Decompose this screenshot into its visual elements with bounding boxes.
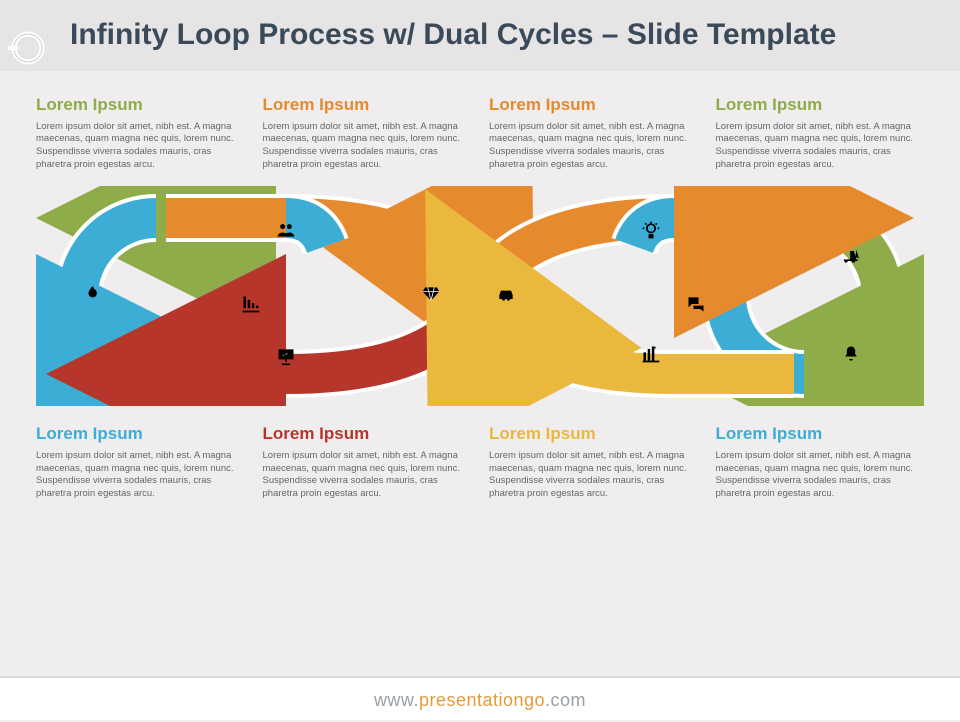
infinity-loop-diagram <box>36 186 924 406</box>
label-heading: Lorem Ipsum <box>716 95 925 115</box>
label-body: Lorem ipsum dolor sit amet, nibh est. A … <box>263 121 472 172</box>
label-heading: Lorem Ipsum <box>489 424 698 444</box>
slide-header: Infinity Loop Process w/ Dual Cycles – S… <box>0 0 960 71</box>
forklift-icon <box>840 245 862 267</box>
flame-icon <box>80 283 102 305</box>
chat-icon <box>685 293 707 315</box>
header-ring-icon <box>8 28 48 68</box>
label-cell: Lorem Ipsum Lorem ipsum dolor sit amet, n… <box>36 424 245 501</box>
barsdown-icon <box>240 293 262 315</box>
label-heading: Lorem Ipsum <box>263 424 472 444</box>
top-labels-row: Lorem Ipsum Lorem ipsum dolor sit amet, n… <box>0 71 960 172</box>
bell-icon <box>840 343 862 365</box>
label-cell: Lorem Ipsum Lorem ipsum dolor sit amet, n… <box>36 95 245 172</box>
label-cell: Lorem Ipsum Lorem ipsum dolor sit amet, n… <box>489 95 698 172</box>
label-body: Lorem ipsum dolor sit amet, nibh est. A … <box>716 450 925 501</box>
people-icon <box>275 219 297 241</box>
footer-post: .com <box>545 690 586 710</box>
car-icon <box>495 283 517 305</box>
label-body: Lorem ipsum dolor sit amet, nibh est. A … <box>36 450 245 501</box>
footer-accent: presentationgo <box>419 690 545 710</box>
label-cell: Lorem Ipsum Lorem ipsum dolor sit amet, n… <box>716 95 925 172</box>
presentation-icon <box>275 345 297 367</box>
label-body: Lorem ipsum dolor sit amet, nibh est. A … <box>489 450 698 501</box>
footer-pre: www. <box>374 690 419 710</box>
bulb-icon <box>640 219 662 241</box>
footer-watermark: www.presentationgo.com <box>0 676 960 720</box>
bottom-labels-row: Lorem Ipsum Lorem ipsum dolor sit amet, n… <box>0 406 960 501</box>
label-body: Lorem ipsum dolor sit amet, nibh est. A … <box>716 121 925 172</box>
label-heading: Lorem Ipsum <box>716 424 925 444</box>
label-body: Lorem ipsum dolor sit amet, nibh est. A … <box>489 121 698 172</box>
label-heading: Lorem Ipsum <box>36 424 245 444</box>
label-heading: Lorem Ipsum <box>263 95 472 115</box>
label-body: Lorem ipsum dolor sit amet, nibh est. A … <box>263 450 472 501</box>
barsup-icon <box>640 343 662 365</box>
label-heading: Lorem Ipsum <box>489 95 698 115</box>
label-cell: Lorem Ipsum Lorem ipsum dolor sit amet, n… <box>489 424 698 501</box>
slide-title: Infinity Loop Process w/ Dual Cycles – S… <box>70 18 940 53</box>
label-cell: Lorem Ipsum Lorem ipsum dolor sit amet, n… <box>263 424 472 501</box>
label-heading: Lorem Ipsum <box>36 95 245 115</box>
label-cell: Lorem Ipsum Lorem ipsum dolor sit amet, n… <box>263 95 472 172</box>
label-cell: Lorem Ipsum Lorem ipsum dolor sit amet, n… <box>716 424 925 501</box>
label-body: Lorem ipsum dolor sit amet, nibh est. A … <box>36 121 245 172</box>
diamond-icon <box>420 283 442 305</box>
